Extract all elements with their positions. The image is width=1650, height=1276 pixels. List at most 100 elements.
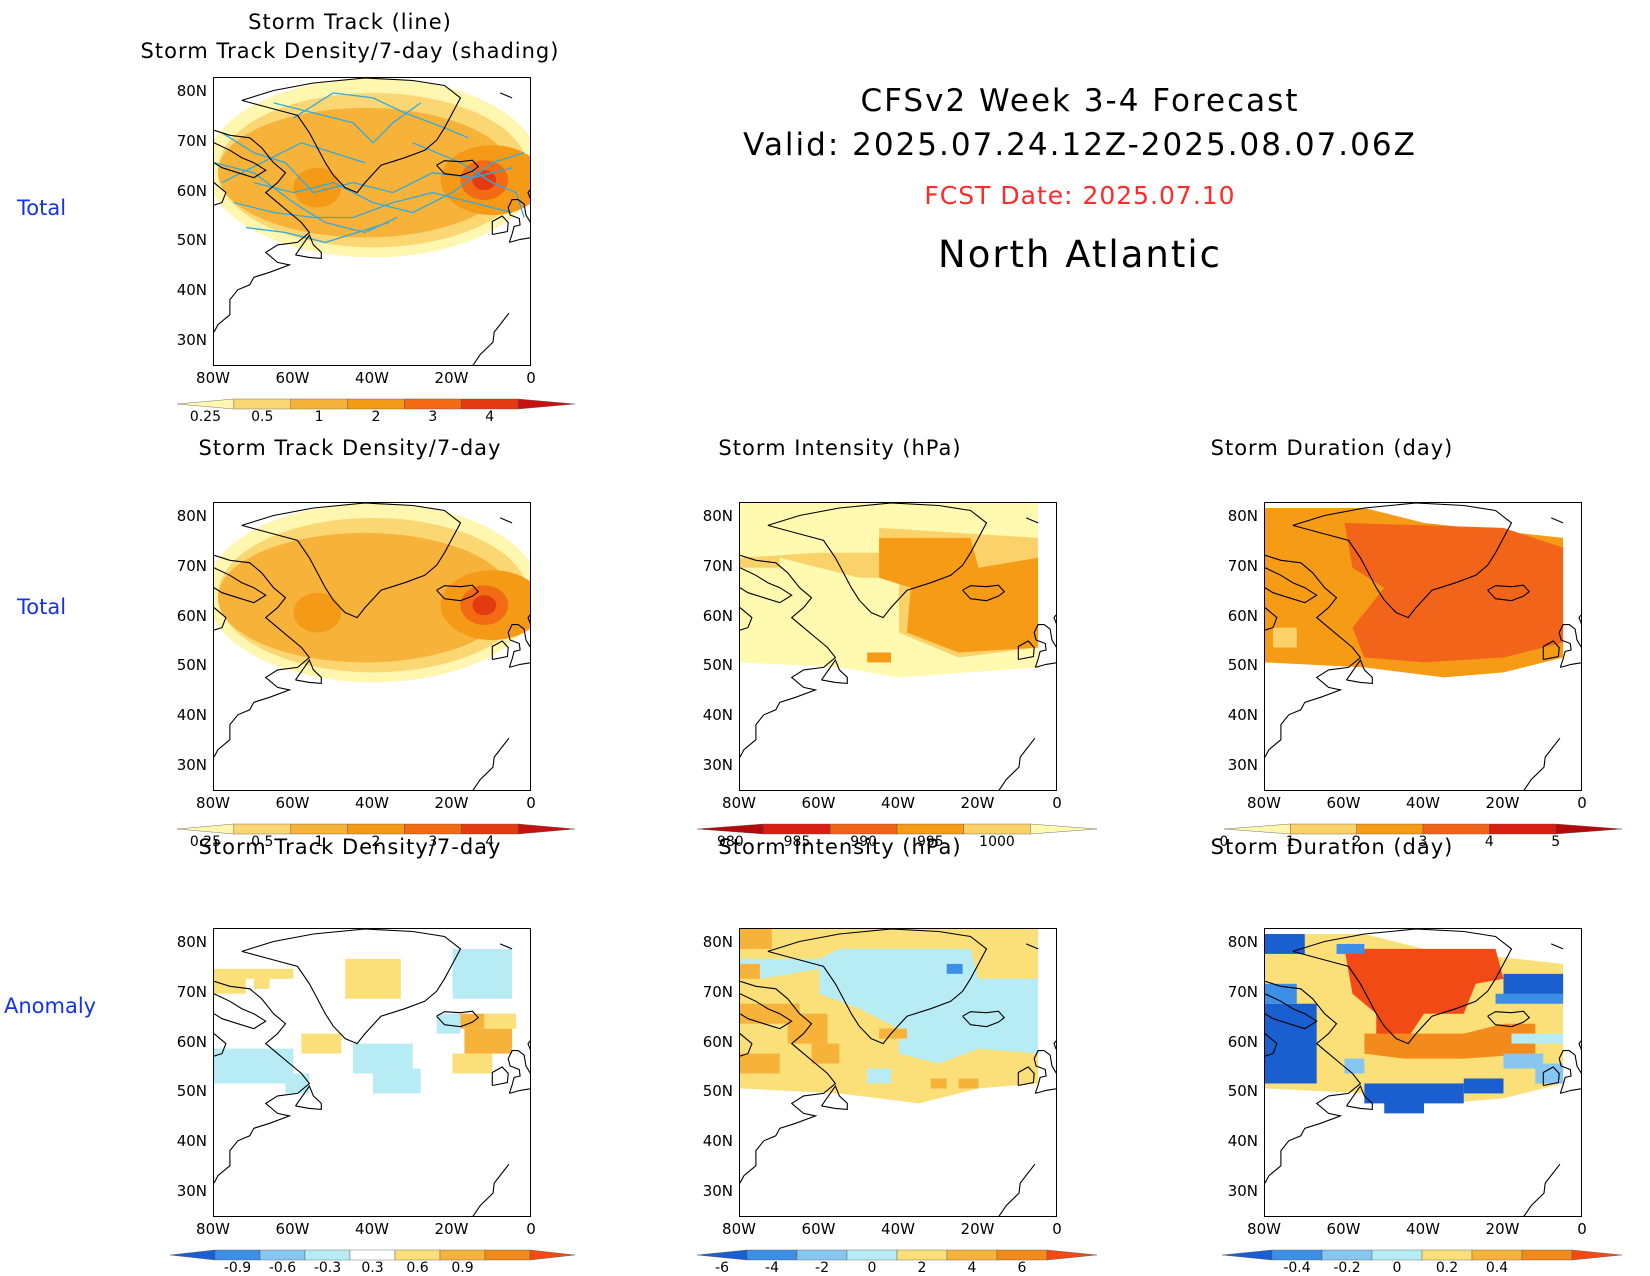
coastline	[1292, 929, 1513, 1045]
coastline	[1025, 943, 1039, 950]
coastline	[1265, 980, 1362, 1184]
panel-title-intensity-anom: Storm Intensity (hPa)	[718, 835, 962, 859]
coastline	[436, 159, 480, 177]
y-tick-label: 50N	[176, 231, 207, 250]
panel-title-density-total: Storm Track Density/7-day	[198, 436, 502, 460]
storm-track-line	[293, 92, 469, 139]
coastline	[962, 584, 1006, 602]
x-tick-label: 60W	[275, 369, 310, 387]
colorbar-label: -2	[815, 1260, 829, 1276]
x-tick-label: 20W	[434, 1220, 469, 1238]
grid-cell	[1364, 1083, 1464, 1104]
density-contour	[472, 170, 497, 191]
grid-cell	[1463, 1078, 1504, 1094]
colorbar-swatch	[347, 823, 405, 835]
grid-cell	[253, 978, 270, 989]
y-tick-label: 80N	[176, 81, 207, 100]
coastline	[1558, 624, 1581, 668]
grid-cell	[1495, 993, 1564, 1004]
coastline	[1523, 1163, 1561, 1216]
colorbar-label: 4	[485, 834, 495, 850]
coastline	[241, 929, 462, 1045]
map-canvas	[214, 78, 530, 365]
field-region	[1364, 1023, 1536, 1059]
colorbar-swatch	[484, 1249, 531, 1261]
colorbar	[170, 1249, 576, 1261]
x-tick-label: 0	[1577, 1220, 1587, 1238]
grid-cell	[740, 1003, 800, 1024]
colorbar-label: -4	[765, 1260, 779, 1276]
grid-cell	[740, 963, 760, 979]
x-tick-label: 60W	[275, 794, 310, 812]
colorbar-swatch	[996, 1249, 1048, 1261]
coastline	[436, 1010, 480, 1028]
coastline	[472, 737, 510, 790]
x-tick-label: 80W	[1247, 794, 1281, 812]
grid-cell	[946, 963, 963, 974]
y-tick-label: 60N	[1227, 1032, 1258, 1051]
coastline	[491, 215, 509, 236]
colorbar-swatch	[896, 823, 964, 835]
colorbar-swatch	[461, 823, 519, 835]
coastline	[472, 1163, 510, 1216]
colorbar-swatch	[517, 823, 576, 835]
colorbar-label: 0.25	[189, 409, 221, 425]
coastline	[962, 1010, 1006, 1028]
colorbar-swatch	[697, 1249, 748, 1261]
grid-cell	[839, 1018, 868, 1039]
colorbar-swatch	[1030, 823, 1098, 835]
colorbar-swatch	[290, 823, 348, 835]
coastline	[241, 78, 462, 194]
y-tick-label: 80N	[1227, 932, 1258, 951]
coastline	[1578, 1040, 1581, 1051]
coastline	[1265, 1033, 1278, 1057]
grid-cell	[1336, 943, 1365, 954]
coastline	[214, 182, 227, 206]
colorbar-label: 995	[916, 834, 944, 850]
coastline	[527, 614, 530, 625]
y-tick-label: 60N	[1227, 606, 1258, 625]
coastline	[1265, 993, 1318, 1030]
coastline	[1346, 658, 1373, 684]
colorbar-swatch	[304, 1249, 351, 1261]
grid-cell	[464, 1028, 513, 1054]
grid-cell	[345, 958, 401, 999]
coastline	[214, 607, 227, 631]
colorbar-label: 4	[485, 409, 495, 425]
grid-cell	[958, 1078, 979, 1089]
colorbar-swatch	[746, 1249, 798, 1261]
panel-title-track-1: Storm Track (line)	[248, 10, 452, 34]
colorbar-swatch	[963, 823, 1031, 835]
grid-cell	[1384, 1098, 1424, 1114]
colorbar-label: 1	[314, 409, 324, 425]
map-intensity-anom	[739, 928, 1057, 1217]
row-label-total-2: Total	[17, 595, 67, 619]
colorbar-label: 2	[917, 1260, 927, 1276]
coastline	[1025, 517, 1039, 524]
y-tick-label: 30N	[702, 756, 733, 775]
x-tick-label: 40W	[881, 794, 915, 812]
colorbar-label: -0.2	[1333, 1260, 1361, 1276]
colorbar-label: 6	[1017, 1260, 1027, 1276]
map-intensity-total	[739, 502, 1057, 791]
grid-cell	[1265, 1003, 1317, 1084]
coastline	[295, 233, 322, 259]
coastline	[214, 980, 311, 1184]
y-tick-label: 40N	[1227, 1132, 1258, 1151]
grid-cell	[930, 1078, 947, 1089]
colorbar-swatch	[517, 398, 576, 410]
colorbar-label: 4	[967, 1260, 977, 1276]
coastline	[998, 737, 1036, 790]
coastline	[740, 1033, 753, 1057]
field-region	[867, 652, 891, 663]
coastline	[740, 607, 753, 631]
colorbar-label: 0	[1392, 1260, 1402, 1276]
colorbar-swatch	[946, 1249, 998, 1261]
y-tick-label: 80N	[1227, 506, 1258, 525]
map-track-total	[213, 77, 531, 366]
colorbar-swatch	[1555, 823, 1623, 835]
grid-cell	[879, 1028, 907, 1039]
x-tick-label: 60W	[1326, 1220, 1361, 1238]
coastline	[1487, 1010, 1531, 1028]
colorbar-swatch	[1290, 823, 1357, 835]
